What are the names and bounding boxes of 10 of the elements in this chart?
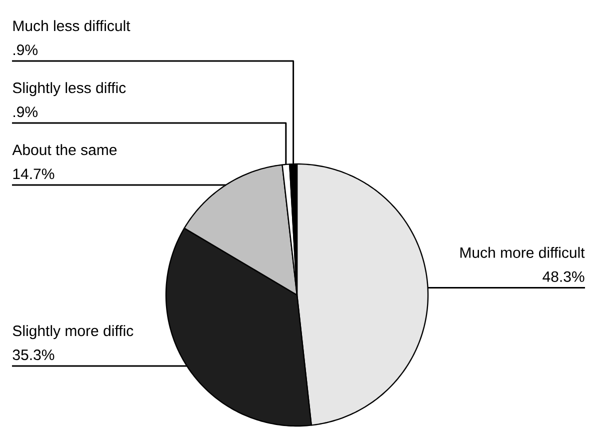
data-label: 48.3% bbox=[542, 271, 584, 282]
slice-label: Slightly more diffic bbox=[12, 325, 134, 340]
data-label: .9% bbox=[14, 44, 38, 56]
slice-label: Much less difficult bbox=[13, 20, 130, 32]
data-label: 35.3% bbox=[12, 350, 54, 360]
data-label: 14.7% bbox=[13, 168, 54, 180]
slice-label: About the same bbox=[12, 144, 117, 156]
data-label: .9% bbox=[14, 106, 38, 118]
slice-label: Slightly less diffic bbox=[12, 82, 126, 96]
slice-label: Much more difficult bbox=[460, 246, 585, 258]
